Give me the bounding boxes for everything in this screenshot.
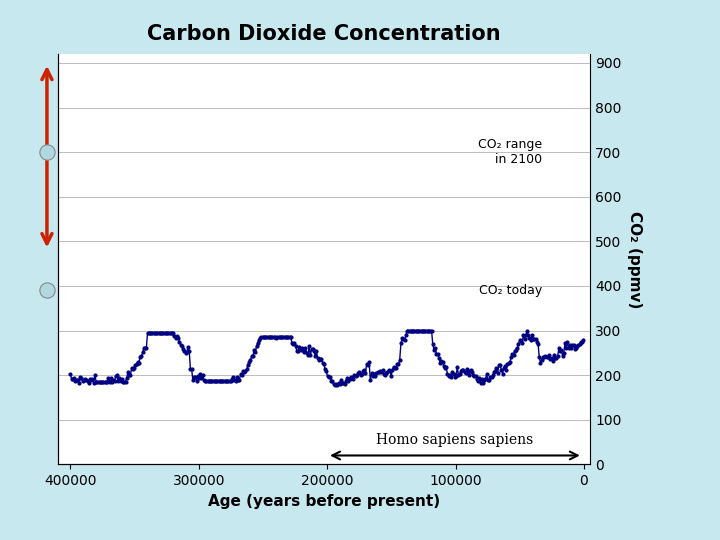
Text: Homo sapiens sapiens: Homo sapiens sapiens xyxy=(377,434,534,448)
Y-axis label: CO₂ (ppmv): CO₂ (ppmv) xyxy=(627,211,642,308)
X-axis label: Age (years before present): Age (years before present) xyxy=(208,494,440,509)
Text: CO₂ range
 in 2100: CO₂ range in 2100 xyxy=(478,138,542,166)
Text: CO₂ today: CO₂ today xyxy=(480,284,542,297)
Title: Carbon Dioxide Concentration: Carbon Dioxide Concentration xyxy=(147,24,501,44)
